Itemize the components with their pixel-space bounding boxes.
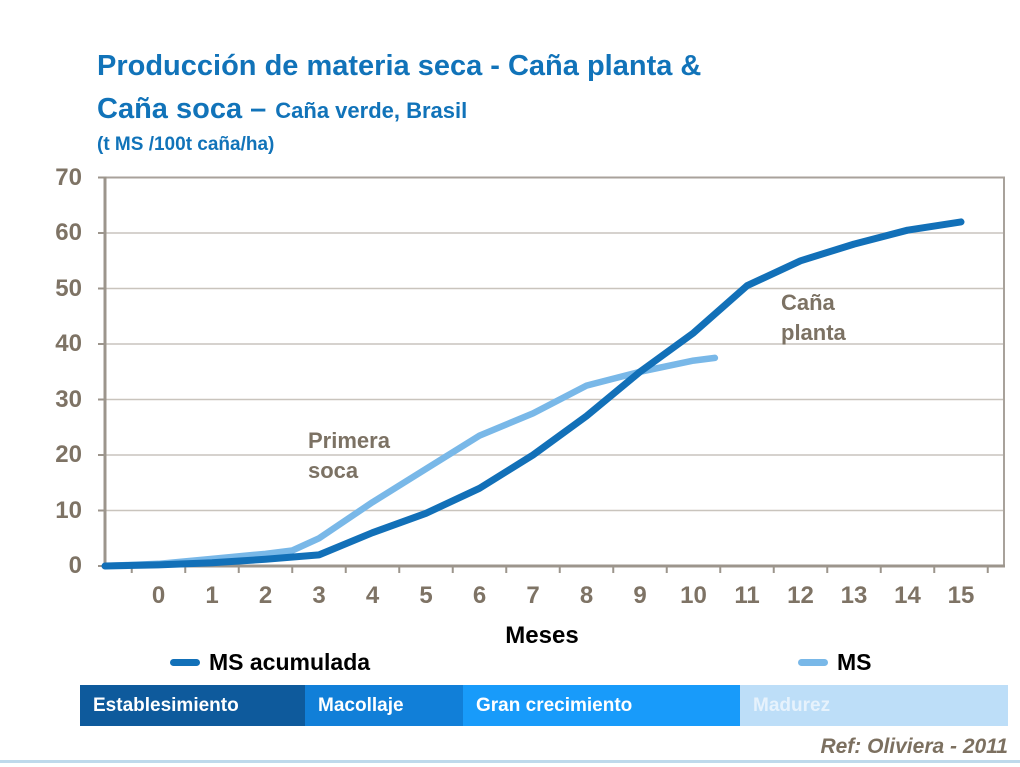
annotation-line: Primera bbox=[308, 428, 390, 453]
phase-segment-madurez: Madurez bbox=[740, 685, 1008, 726]
legend-item-ms-acumulada: MS acumulada bbox=[170, 648, 370, 676]
phase-segment-gran-crecimiento: Gran crecimiento bbox=[463, 685, 740, 726]
annotation-cana-planta: Caña planta bbox=[781, 288, 846, 348]
x-axis-title: Meses bbox=[505, 622, 579, 649]
annotation-line: soca bbox=[308, 458, 359, 483]
legend-item-ms: MS bbox=[798, 648, 872, 676]
title-line-2-sub: Caña verde, Brasil bbox=[275, 98, 468, 123]
phase-segment-macollaje: Macollaje bbox=[305, 685, 463, 726]
phase-segment-establesimiento: Establesimiento bbox=[80, 685, 305, 726]
title-line-2: Caña soca – Caña verde, Brasil bbox=[97, 92, 701, 131]
annotation-primera-soca: Primera soca bbox=[308, 426, 390, 486]
title-line-1: Producción de materia seca - Caña planta… bbox=[97, 50, 702, 82]
plot-border bbox=[104, 176, 1005, 567]
legend-marker-dark-line bbox=[170, 658, 200, 666]
series-line-ms-acumulada bbox=[101, 218, 965, 570]
chart-title: Producción de materia seca - Caña planta… bbox=[97, 48, 701, 156]
title-line-2-main: Caña soca – bbox=[97, 93, 267, 125]
reference-citation: Ref: Oliviera - 2011 bbox=[820, 735, 1008, 758]
annotation-line: Caña bbox=[781, 290, 835, 315]
legend-marker-light-line bbox=[798, 658, 828, 666]
growth-phase-band: Establesimiento Macollaje Gran crecimiento… bbox=[80, 685, 1008, 726]
footer-divider-line bbox=[0, 760, 1020, 763]
axis-units-label: (t MS /100t caña/ha) bbox=[97, 134, 275, 155]
annotation-line: planta bbox=[781, 320, 846, 345]
legend-label: MS acumulada bbox=[209, 648, 371, 675]
legend-label: MS bbox=[837, 648, 872, 675]
series-line-ms bbox=[101, 354, 719, 570]
